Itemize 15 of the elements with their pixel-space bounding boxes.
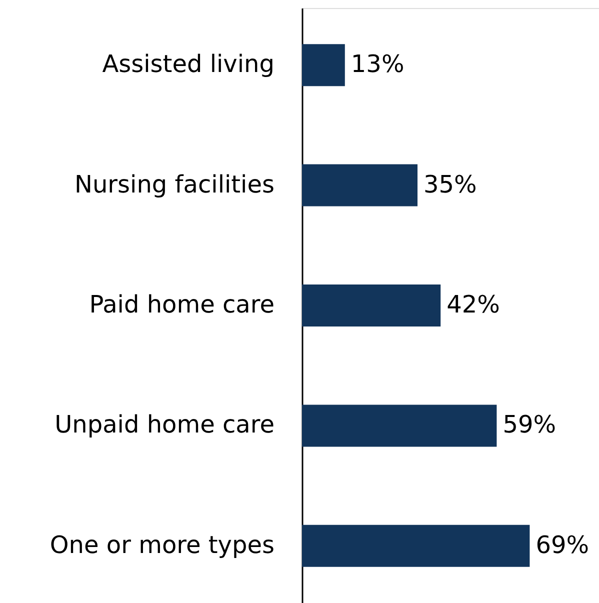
data-label: 59%: [502, 410, 556, 439]
bar: [302, 404, 497, 447]
y-tick-label: Nursing facilities: [74, 170, 274, 198]
data-label: 35%: [424, 170, 477, 198]
y-tick-label: One or more types: [50, 530, 274, 559]
bar: [302, 524, 530, 567]
bar: [302, 284, 441, 326]
y-tick-label: Unpaid home care: [54, 410, 274, 439]
data-label: 69%: [536, 530, 590, 559]
data-label: 13%: [350, 50, 404, 78]
y-tick-label: Paid home care: [89, 290, 274, 318]
bar: [302, 44, 345, 86]
data-label: 42%: [446, 290, 500, 318]
bar: [302, 164, 418, 206]
y-tick-label: Assisted living: [102, 50, 274, 78]
